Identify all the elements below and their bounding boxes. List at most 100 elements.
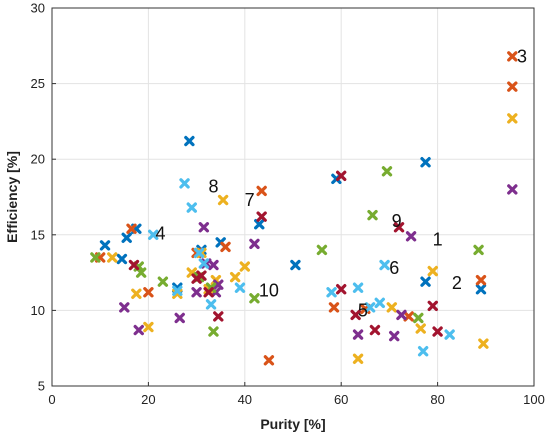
data-point [133, 324, 144, 336]
data-point [427, 265, 438, 277]
x-tick-label: 100 [523, 392, 545, 407]
data-point [143, 321, 154, 333]
data-point [478, 338, 489, 349]
annotation-label: 7 [245, 190, 255, 210]
data-point [172, 285, 183, 296]
data-point [396, 309, 407, 321]
annotation-label: 9 [392, 211, 402, 231]
annotation-label: 5 [358, 300, 368, 320]
data-point [229, 271, 241, 283]
data-point [507, 113, 518, 124]
data-point [386, 302, 398, 313]
data-point [107, 252, 118, 263]
data-point [379, 259, 390, 271]
x-tick-label: 80 [430, 392, 444, 407]
data-point [249, 293, 260, 304]
data-point [119, 302, 130, 313]
data-point [350, 309, 361, 321]
data-point [367, 209, 378, 221]
data-point [184, 135, 195, 147]
annotation-label: 2 [452, 273, 462, 293]
data-point [208, 326, 219, 337]
data-point [326, 287, 337, 298]
y-tick-label: 10 [31, 303, 45, 318]
y-tick-label: 20 [31, 152, 45, 167]
data-point [507, 184, 518, 195]
data-point [420, 276, 431, 287]
y-tick-label: 5 [38, 379, 45, 394]
data-point [208, 259, 219, 271]
data-point [405, 231, 417, 242]
data-point [131, 288, 142, 299]
series-cyan [148, 178, 455, 357]
data-point [220, 241, 231, 253]
data-point [143, 287, 154, 298]
data-point [427, 300, 438, 312]
data-point [389, 330, 400, 342]
annotation-label: 6 [389, 258, 399, 278]
data-point [99, 240, 111, 251]
annotation-label: 8 [208, 176, 218, 196]
data-point [417, 346, 429, 357]
data-point [186, 202, 197, 213]
data-point [191, 287, 202, 298]
data-point [196, 247, 207, 259]
x-tick-label: 20 [141, 392, 155, 407]
data-point [393, 222, 405, 233]
x-tick-label: 0 [48, 392, 55, 407]
plot-area [52, 8, 534, 386]
data-point [473, 244, 484, 256]
data-point [364, 302, 376, 313]
y-tick-label: 30 [31, 1, 45, 16]
data-point [193, 247, 205, 259]
data-point [415, 323, 426, 334]
data-point [148, 229, 159, 240]
data-point [336, 284, 347, 295]
y-tick-label: 25 [31, 76, 45, 91]
data-point [352, 353, 364, 364]
data-point [507, 51, 518, 62]
data-point [444, 329, 455, 340]
data-point [90, 252, 101, 263]
data-point [263, 355, 275, 366]
series-red [128, 170, 443, 337]
data-points [90, 51, 518, 366]
data-point [475, 284, 487, 295]
data-point [256, 211, 267, 222]
data-point [316, 244, 328, 256]
plot-frame [51, 7, 535, 387]
data-point [336, 170, 347, 182]
data-point [328, 302, 340, 313]
data-point [196, 270, 207, 281]
data-point [213, 311, 224, 322]
data-point [413, 312, 424, 324]
data-point [116, 253, 128, 265]
data-point [179, 178, 190, 189]
data-point [352, 282, 364, 293]
x-tick-label: 40 [238, 392, 252, 407]
data-point [374, 297, 385, 309]
data-point [157, 276, 169, 287]
x-axis-label: Purity [%] [260, 416, 325, 432]
data-point [249, 238, 260, 250]
y-tick-label: 15 [31, 227, 45, 242]
point-annotations: 1 2 3 4 5 6 7 8 9 10 [155, 46, 527, 320]
x-axis-ticks: 0 20 40 60 80 100 [48, 382, 545, 407]
x-tick-label: 60 [334, 392, 348, 407]
data-point [432, 326, 443, 337]
data-point [135, 267, 147, 278]
data-point [475, 274, 487, 286]
annotation-label: 4 [155, 223, 165, 243]
annotation-label: 1 [433, 229, 443, 249]
data-point [234, 282, 246, 293]
data-point [174, 312, 185, 324]
data-point [213, 279, 224, 290]
series-purple [119, 184, 518, 342]
data-point [239, 261, 250, 272]
data-point [420, 157, 431, 168]
data-point [369, 324, 381, 336]
data-point [203, 287, 214, 298]
data-point [198, 222, 210, 233]
data-point [507, 81, 518, 92]
